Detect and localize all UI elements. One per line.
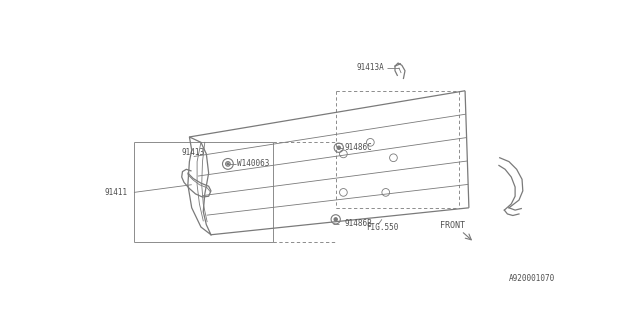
Circle shape xyxy=(227,163,229,165)
Circle shape xyxy=(337,146,340,149)
Text: A920001070: A920001070 xyxy=(509,274,556,283)
Circle shape xyxy=(334,218,337,221)
Text: W140063: W140063 xyxy=(237,159,269,168)
Text: 91413A: 91413A xyxy=(356,63,384,72)
Text: 91411: 91411 xyxy=(105,188,128,197)
Text: FRONT: FRONT xyxy=(440,221,465,230)
Text: FIG.550: FIG.550 xyxy=(367,222,399,232)
Text: 91486C: 91486C xyxy=(345,143,372,152)
Text: 91486B: 91486B xyxy=(345,220,372,228)
Text: 91413: 91413 xyxy=(182,148,205,157)
